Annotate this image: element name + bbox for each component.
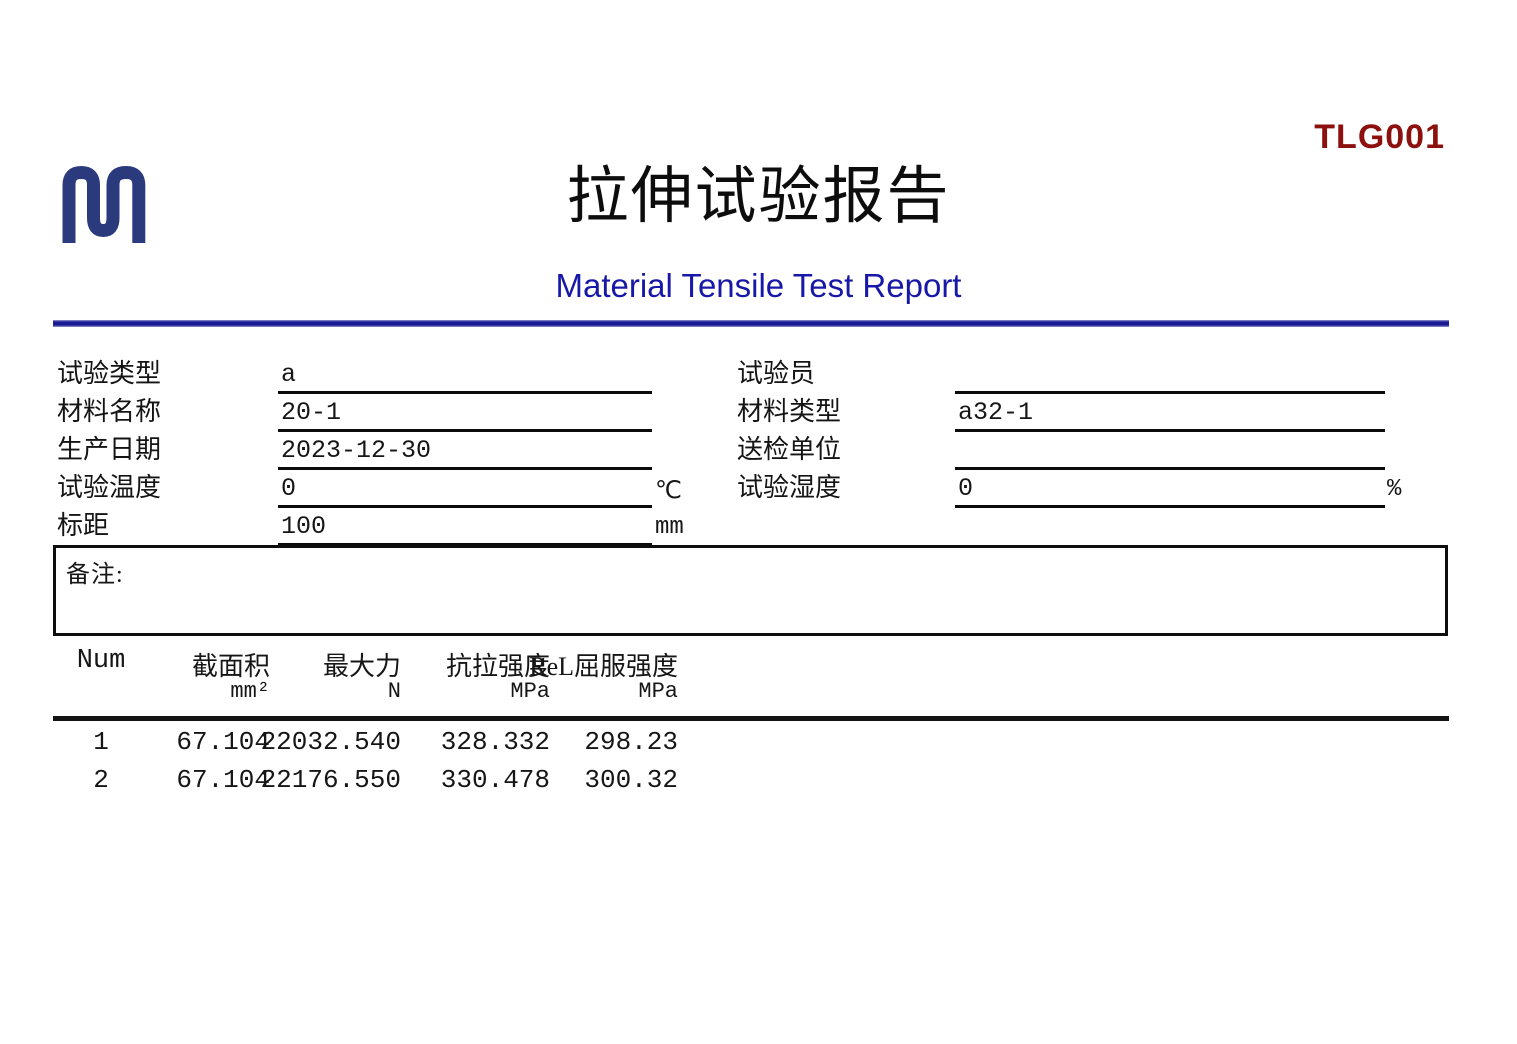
field-label: 生产日期 <box>57 435 162 464</box>
unit-label: ℃ <box>655 479 682 506</box>
cell-yield-strength: 300.32 <box>584 765 678 795</box>
test-temperature-field: 0 <box>278 471 652 508</box>
column-unit-mm2: mm² <box>230 679 270 704</box>
cell-max-force: 22176.550 <box>260 765 401 795</box>
field-label: 试验类型 <box>57 359 162 388</box>
form-row-test-type: 试验类型 a <box>0 357 1517 394</box>
test-humidity-field: 0 <box>955 471 1385 508</box>
form-row-material-name: 材料名称 20-1 <box>0 395 1517 432</box>
table-header-rule <box>53 716 1449 721</box>
inspection-unit-field <box>955 433 1385 470</box>
field-label: 试验员 <box>737 359 816 388</box>
unit-label: % <box>1387 476 1402 503</box>
form-row-production-date: 生产日期 2023-12-30 <box>0 433 1517 470</box>
material-name-field: 20-1 <box>278 395 652 432</box>
cell-tensile-strength: 328.332 <box>440 727 550 757</box>
column-header-max-force: 最大力 <box>322 652 401 681</box>
field-label: 试验温度 <box>57 473 162 502</box>
column-unit-n: N <box>387 679 401 704</box>
form-row-gauge-length: 标距 100 mm <box>0 509 1517 546</box>
tester-field <box>955 357 1385 394</box>
column-unit-mpa: MPa <box>510 679 550 704</box>
cell-cross-section: 67.104 <box>176 727 270 757</box>
cell-tensile-strength: 330.478 <box>440 765 550 795</box>
form-row-tester: 试验员 <box>0 357 1517 394</box>
field-label: 材料名称 <box>57 397 162 426</box>
form-row-test-humidity: 试验湿度 0 % <box>0 471 1517 508</box>
column-header-tensile-strength: 抗拉强度 <box>445 652 550 681</box>
production-date-field: 2023-12-30 <box>278 433 652 470</box>
column-unit-mpa: MPa <box>638 679 678 704</box>
gauge-length-field: 100 <box>278 509 652 546</box>
cell-max-force: 22032.540 <box>260 727 401 757</box>
field-label: 送检单位 <box>737 435 842 464</box>
form-row-inspection-unit: 送检单位 <box>0 433 1517 470</box>
unit-label: mm <box>655 514 684 541</box>
report-title-cn: 拉伸试验报告 <box>566 163 951 231</box>
column-header-rel-yield-strength: ReL屈服强度 <box>529 652 678 681</box>
cell-num: 1 <box>93 727 109 757</box>
title-divider-line <box>53 320 1449 327</box>
field-label: 标距 <box>57 511 110 540</box>
logo-m-icon <box>62 166 146 243</box>
cell-num: 2 <box>93 765 109 795</box>
form-row-test-temperature: 试验温度 0 ℃ <box>0 471 1517 508</box>
remarks-label: 备注: <box>66 562 124 588</box>
field-label: 试验湿度 <box>737 473 842 502</box>
field-label: 材料类型 <box>737 397 842 426</box>
column-header-num: Num <box>76 646 126 676</box>
column-header-cross-section: 截面积 <box>191 652 270 681</box>
form-row-material-type: 材料类型 a32-1 <box>0 395 1517 432</box>
report-title-en: Material Tensile Test Report <box>555 267 962 304</box>
cell-cross-section: 67.104 <box>176 765 270 795</box>
cell-yield-strength: 298.23 <box>584 727 678 757</box>
document-code: TLG001 <box>1314 118 1445 156</box>
test-type-field: a <box>278 357 652 394</box>
material-type-field: a32-1 <box>955 395 1385 432</box>
remarks-box: 备注: <box>53 545 1448 636</box>
